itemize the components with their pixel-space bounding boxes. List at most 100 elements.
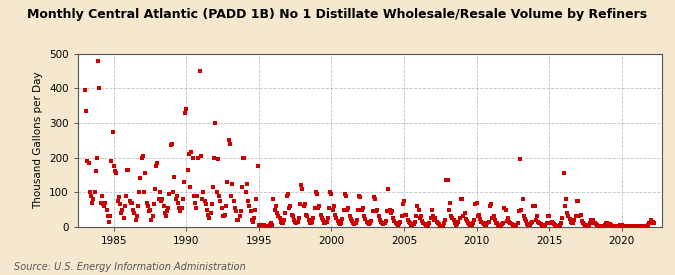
Point [308,216,319,221]
Point [427,207,437,212]
Point [273,214,284,219]
Point [435,224,446,228]
Point [320,221,331,226]
Point [537,224,547,228]
Point [614,224,624,228]
Point [618,224,628,228]
Point [319,221,329,226]
Point [192,194,202,198]
Point [101,207,112,212]
Point [240,190,251,194]
Point [583,224,593,228]
Point [249,216,260,221]
Point [487,216,497,221]
Point [333,221,344,225]
Point [587,218,598,222]
Point [107,130,118,134]
Point [227,182,238,186]
Point [376,219,387,224]
Point [232,218,242,222]
Point [209,155,219,160]
Point [584,223,595,227]
Point [371,209,381,213]
Point [645,218,656,222]
Point [456,197,466,201]
Point [151,164,161,168]
Point [472,214,483,219]
Point [275,219,286,224]
Point [100,200,111,205]
Point [109,164,119,168]
Point [176,206,187,210]
Point [238,155,248,160]
Point [236,209,246,213]
Point [360,217,371,221]
Point [327,207,338,212]
Point [269,207,280,212]
Point [595,224,605,228]
Point [482,221,493,226]
Point [379,221,390,226]
Point [638,224,649,228]
Point [514,209,524,213]
Point [508,224,518,228]
Point [86,194,97,198]
Point [171,194,182,198]
Point [207,202,217,207]
Point [312,192,323,196]
Point [569,218,580,222]
Point [239,155,250,160]
Text: Source: U.S. Energy Information Administration: Source: U.S. Energy Information Administ… [14,262,245,272]
Point [321,219,332,224]
Point [512,221,523,226]
Point [479,222,489,226]
Point [259,223,269,227]
Point [430,216,441,221]
Point [395,219,406,224]
Point [601,221,612,226]
Point [554,224,564,228]
Point [485,202,496,207]
Point [373,214,384,219]
Point [624,224,635,228]
Point [118,216,129,221]
Point [317,216,327,221]
Point [300,202,310,207]
Point [612,224,622,228]
Point [335,222,346,226]
Point [179,180,190,184]
Point [202,213,213,217]
Point [130,218,141,222]
Point [421,223,431,227]
Point [450,221,460,226]
Point [342,207,352,212]
Point [635,224,646,228]
Point [428,214,439,219]
Point [205,211,216,215]
Point [540,223,551,227]
Point [170,197,181,201]
Point [210,121,221,125]
Point [370,197,381,201]
Point [162,209,173,213]
Point [399,199,410,203]
Point [187,155,198,160]
Point [280,211,291,215]
Point [267,223,277,227]
Point [543,214,554,219]
Point [231,209,242,213]
Point [257,223,268,227]
Point [314,204,325,208]
Point [251,197,262,201]
Point [491,221,502,225]
Point [294,202,305,207]
Point [134,190,144,194]
Point [252,164,263,168]
Point [215,199,225,203]
Point [344,214,355,219]
Point [416,218,427,223]
Point [332,218,343,223]
Point [564,217,575,221]
Point [552,224,563,228]
Point [533,219,543,224]
